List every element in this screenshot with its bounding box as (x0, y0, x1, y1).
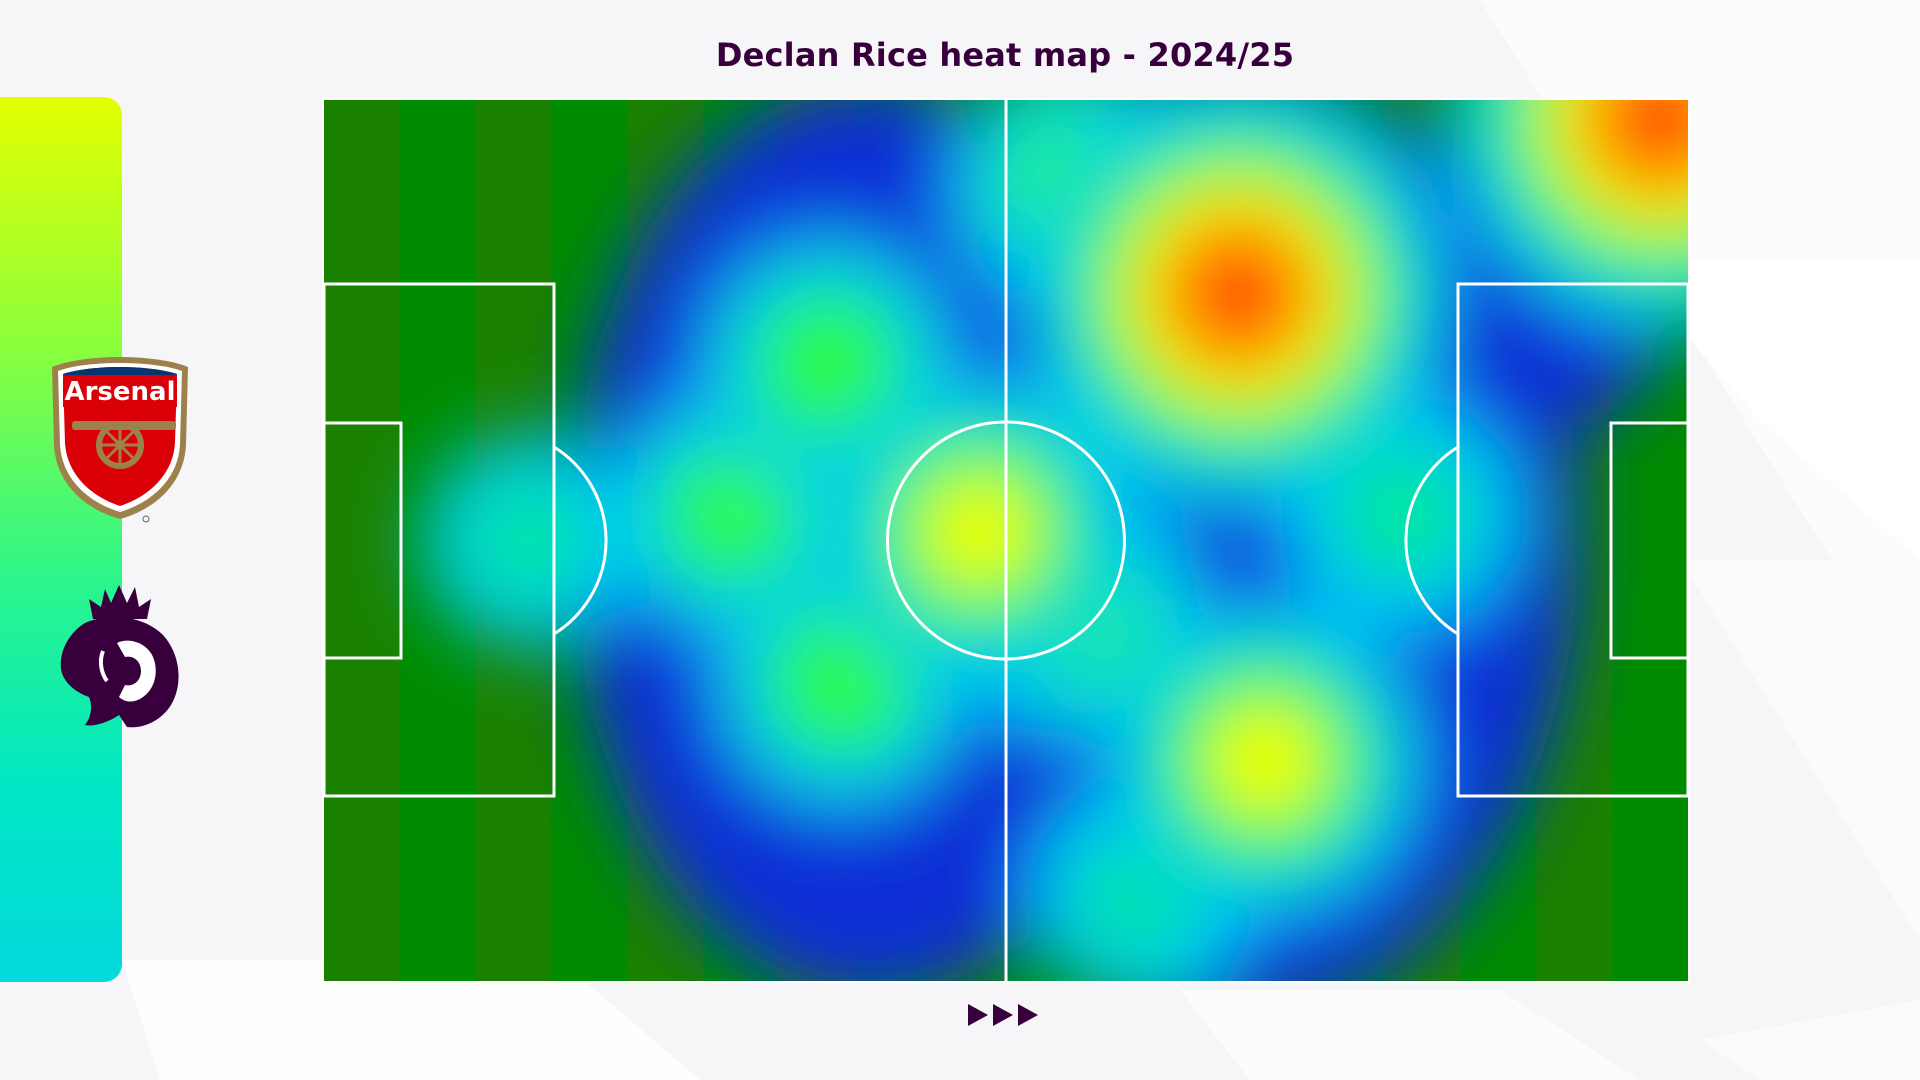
heat-hotspot-ring (785, 624, 899, 739)
heat-hotspot-ring (925, 478, 1032, 585)
centre-circle (886, 420, 1126, 661)
pitch-stripe (324, 100, 401, 981)
page-title: Declan Rice heat map - 2024/25 (715, 36, 1295, 74)
triple-arrow-next-icon[interactable] (966, 1001, 1040, 1029)
right-six-yard-box (1609, 421, 1688, 660)
left-six-yard-box (324, 421, 403, 660)
arsenal-crest-icon: Arsenal (52, 357, 188, 523)
heat-hotspot-ring (772, 307, 886, 421)
club-side-panel (0, 97, 122, 982)
left-penalty-box (324, 282, 556, 798)
left-penalty-arc (553, 445, 608, 636)
heat-hotspot-ring (1327, 440, 1476, 588)
svg-text:Arsenal: Arsenal (64, 377, 175, 407)
pitch-markings (324, 100, 1688, 981)
heat-hotspot-ring (463, 475, 594, 606)
right-penalty-box (1456, 282, 1688, 798)
heat-hotspot-ring (1210, 705, 1320, 816)
heat-hotspot-ring (1186, 242, 1289, 345)
heat-hotspot-ring (1609, 100, 1688, 169)
heat-layer (423, 100, 1688, 981)
heatmap-pitch (324, 100, 1688, 981)
premier-league-lion-icon (60, 585, 179, 728)
heat-hotspot-ring (678, 459, 788, 569)
right-penalty-arc (1404, 445, 1459, 636)
